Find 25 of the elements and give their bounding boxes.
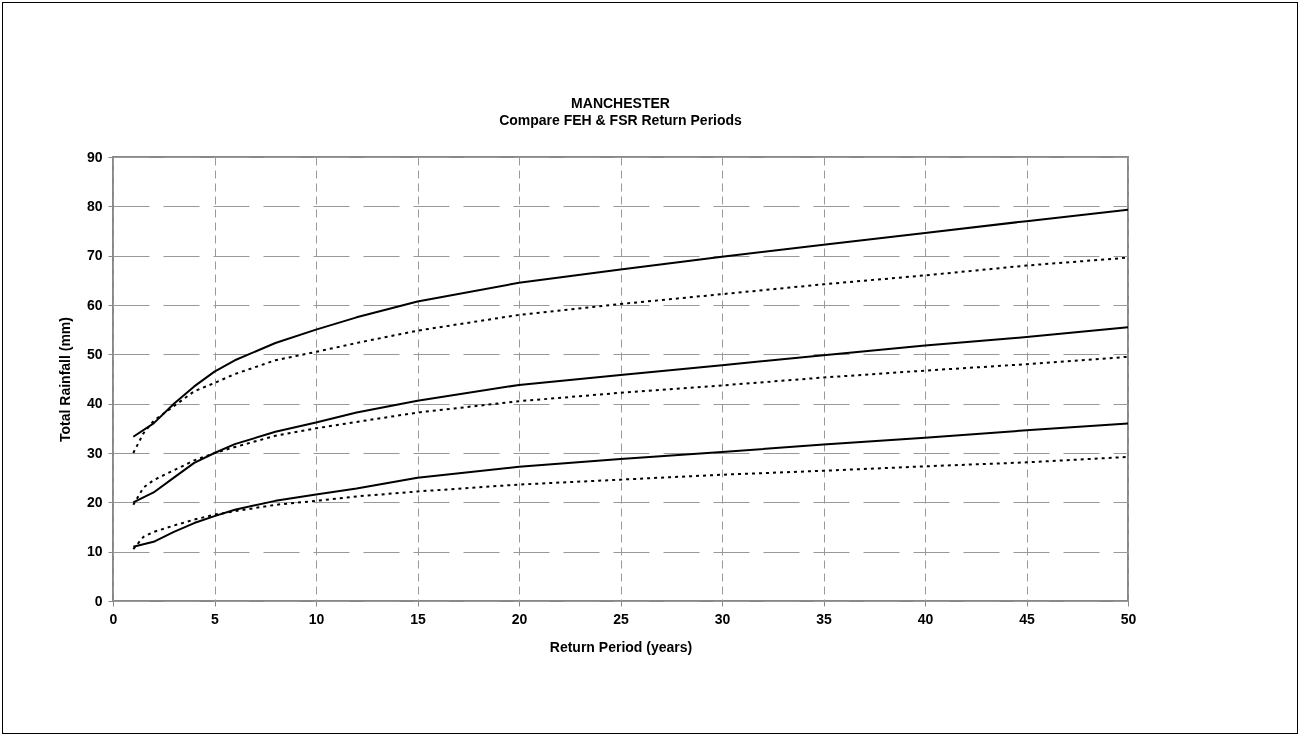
- y-tick-label: 70: [86, 247, 103, 264]
- y-tick-label: 30: [86, 444, 103, 461]
- x-tick-label: 0: [109, 610, 118, 627]
- x-tick-label: 30: [714, 610, 731, 627]
- x-axis-title: Return Period (years): [549, 638, 693, 655]
- y-tick-label: 40: [86, 395, 103, 412]
- x-tick-label: 25: [613, 610, 629, 627]
- y-tick-label: 80: [86, 197, 103, 214]
- y-tick-label: 20: [86, 493, 103, 510]
- x-tick-label: 10: [308, 610, 325, 627]
- x-tick-label: 15: [410, 610, 426, 627]
- y-tick-label: 90: [86, 148, 103, 165]
- x-tick-label: 40: [917, 610, 934, 627]
- x-tick-label: 35: [816, 610, 832, 627]
- y-tick-label: 0: [94, 592, 103, 609]
- x-tick-label: 20: [511, 610, 528, 627]
- chart-title: MANCHESTER: [571, 95, 670, 111]
- y-tick-label: 60: [86, 296, 103, 313]
- y-axis-title: Total Rainfall (mm): [56, 317, 73, 442]
- x-tick-label: 5: [211, 610, 220, 627]
- y-tick-label: 50: [86, 345, 103, 362]
- x-tick-label: 45: [1019, 610, 1035, 627]
- chart-subtitle: Compare FEH & FSR Return Periods: [499, 112, 743, 128]
- x-tick-label: 50: [1120, 610, 1137, 627]
- y-tick-label: 10: [86, 543, 103, 560]
